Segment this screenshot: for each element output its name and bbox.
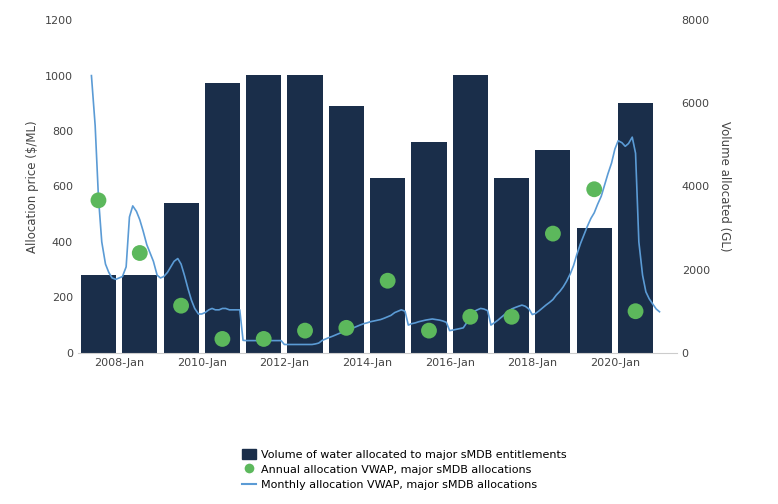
Y-axis label: Volume allocated (GL): Volume allocated (GL) — [717, 121, 731, 251]
Bar — [329, 106, 364, 353]
Point — [134, 249, 146, 257]
Bar — [163, 203, 198, 353]
Legend: Volume of water allocated to major sMDB entitlements, Annual allocation VWAP, ma: Volume of water allocated to major sMDB … — [239, 446, 570, 493]
Point — [464, 312, 476, 321]
Bar — [535, 150, 570, 353]
Bar — [122, 275, 157, 353]
Bar — [412, 142, 447, 353]
Point — [299, 327, 311, 335]
Bar — [370, 178, 405, 353]
Point — [93, 196, 105, 205]
Point — [547, 230, 559, 238]
Bar — [288, 76, 323, 353]
Point — [175, 301, 187, 309]
Point — [422, 327, 435, 335]
Y-axis label: Allocation price ($/ML): Allocation price ($/ML) — [26, 120, 39, 253]
Point — [506, 312, 518, 321]
Point — [340, 324, 352, 332]
Point — [629, 307, 642, 316]
Point — [588, 185, 601, 193]
Point — [258, 335, 270, 343]
Bar — [618, 103, 653, 353]
Bar — [494, 178, 529, 353]
Bar — [205, 83, 240, 353]
Bar — [453, 76, 488, 353]
Point — [381, 277, 394, 285]
Bar — [81, 275, 116, 353]
Point — [216, 335, 229, 343]
Bar — [246, 76, 282, 353]
Bar — [576, 228, 612, 353]
